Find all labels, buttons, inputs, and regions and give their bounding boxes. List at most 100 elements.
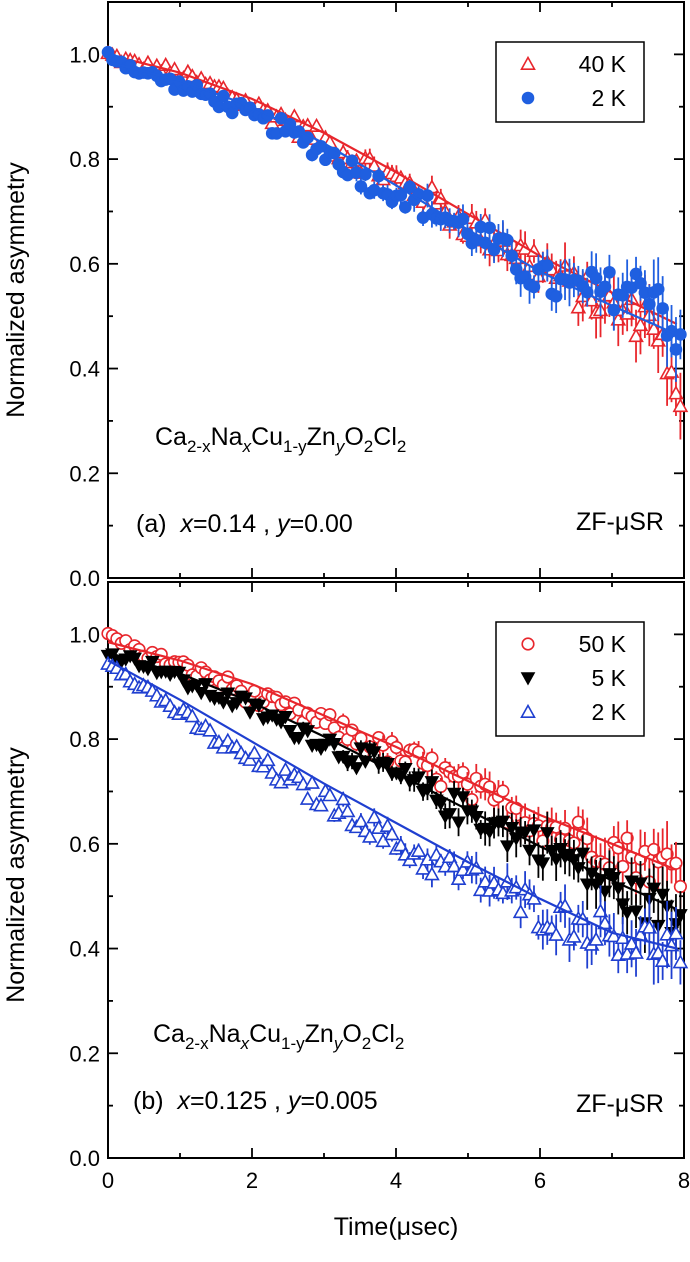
y-tick-label: 0.0 (69, 1146, 100, 1171)
data-point (583, 292, 600, 307)
data-point (410, 842, 427, 857)
formula-part: Na (209, 1020, 241, 1048)
y-tick-label: 1.0 (69, 42, 100, 67)
data-point (588, 931, 604, 946)
data-point (446, 858, 462, 873)
legend-a: 40 K 2 K (495, 41, 645, 123)
data-point (632, 316, 649, 332)
data-point (620, 831, 634, 845)
param-y-val: =0.00 (290, 510, 353, 538)
data-point (579, 878, 595, 892)
data-point (304, 774, 320, 789)
y-tick-label: 0.2 (69, 461, 100, 486)
data-point (663, 363, 680, 378)
y-tick-label: 0.8 (69, 727, 100, 752)
formula-part: Cl (371, 1020, 395, 1048)
formula-subscript: 2 (395, 1034, 404, 1053)
data-point (606, 871, 622, 886)
data-point (499, 840, 515, 854)
data-point (570, 299, 587, 314)
formula-subscript: 2-x (187, 437, 211, 456)
data-point (344, 755, 360, 769)
legend-marker (520, 55, 536, 70)
method-label: ZF-μSR (576, 1090, 664, 1118)
data-point (527, 280, 541, 294)
formula-subscript: y (335, 437, 346, 456)
x-tick-label: 0 (102, 1168, 114, 1193)
legend-b: 50 K 5 K 2 K (495, 621, 645, 737)
panel-a: 0.00.20.40.60.81.0 40 K2 KCa2-xNaxCu1-yZn… (69, 1, 689, 591)
x-tick-label: 6 (534, 1168, 546, 1193)
data-point (456, 212, 470, 226)
data-point (398, 200, 412, 214)
data-point (424, 776, 440, 790)
data-point (668, 925, 684, 940)
data-point (517, 826, 533, 841)
y-tick-label: 0.8 (69, 147, 100, 172)
y-tick-label: 1.0 (69, 622, 100, 647)
y-axis-label-b: Normalized asymmetry (2, 747, 30, 1003)
data-point (202, 722, 218, 737)
param-x-var: x (176, 1087, 191, 1115)
data-point (349, 762, 364, 776)
param-y-val: =0.005 (300, 1087, 377, 1115)
legend-marker (521, 637, 535, 651)
x-tick-label: 2 (246, 1168, 258, 1193)
formula-subscript: x (240, 1034, 250, 1053)
panel-parameters: (a) x=0.14 , y=0.00 (136, 510, 353, 538)
data-point (668, 385, 684, 400)
data-point (672, 397, 689, 413)
data-point (242, 751, 258, 766)
param-y-var: y (275, 510, 291, 538)
data-point (455, 791, 471, 805)
fit-curve (107, 61, 678, 336)
formula-subscript: 2 (397, 437, 406, 456)
panel-tag: (a) (136, 510, 180, 538)
legend-label: 2 K (591, 85, 626, 111)
data-point (633, 877, 648, 891)
data-point (442, 808, 458, 822)
data-point (483, 221, 496, 235)
formula-part: Ca (153, 1020, 185, 1048)
data-point (259, 751, 276, 767)
data-point (299, 790, 316, 805)
series-2k-a (101, 45, 687, 382)
data-point (571, 815, 585, 829)
data-point (353, 813, 369, 828)
data-point (366, 809, 383, 824)
data-point (468, 810, 484, 825)
data-point (548, 926, 565, 941)
panel-b: 0 2 4 6 8 0.0 0.2 0.4 0.6 0.8 1.0 50 K 5 K 2 K Ca2-xNa… (69, 581, 690, 1193)
data-point (643, 297, 656, 311)
legend-box (495, 621, 645, 737)
y-axis-label-a: Normalized asymmetry (2, 162, 30, 418)
data-point (540, 259, 554, 272)
data-point (669, 343, 683, 356)
data-point (522, 844, 537, 858)
x-tick-label: 8 (678, 1168, 690, 1193)
data-point (411, 771, 426, 785)
data-point (656, 302, 669, 315)
data-point (313, 797, 329, 812)
y-tick-label: 0.6 (69, 252, 100, 277)
data-point (421, 189, 434, 202)
formula-part: Cu (251, 423, 283, 451)
data-point (384, 826, 400, 841)
formula-part: Cu (249, 1020, 281, 1048)
data-point (566, 928, 582, 943)
data-point (433, 797, 449, 811)
compound-formula: Ca2-xNaxCu1-yZnyO2Cl2 (153, 1020, 404, 1053)
formula-subscript: x (242, 437, 252, 456)
data-point (672, 954, 689, 969)
param-y-var: y (286, 1087, 302, 1115)
data-point (526, 824, 542, 838)
data-point (584, 867, 600, 881)
data-point (592, 903, 609, 918)
data-point (673, 879, 688, 894)
data-point (380, 757, 395, 772)
formula-part: Cl (373, 423, 397, 451)
data-point (282, 724, 298, 739)
data-point (539, 827, 555, 841)
data-point (645, 320, 662, 336)
